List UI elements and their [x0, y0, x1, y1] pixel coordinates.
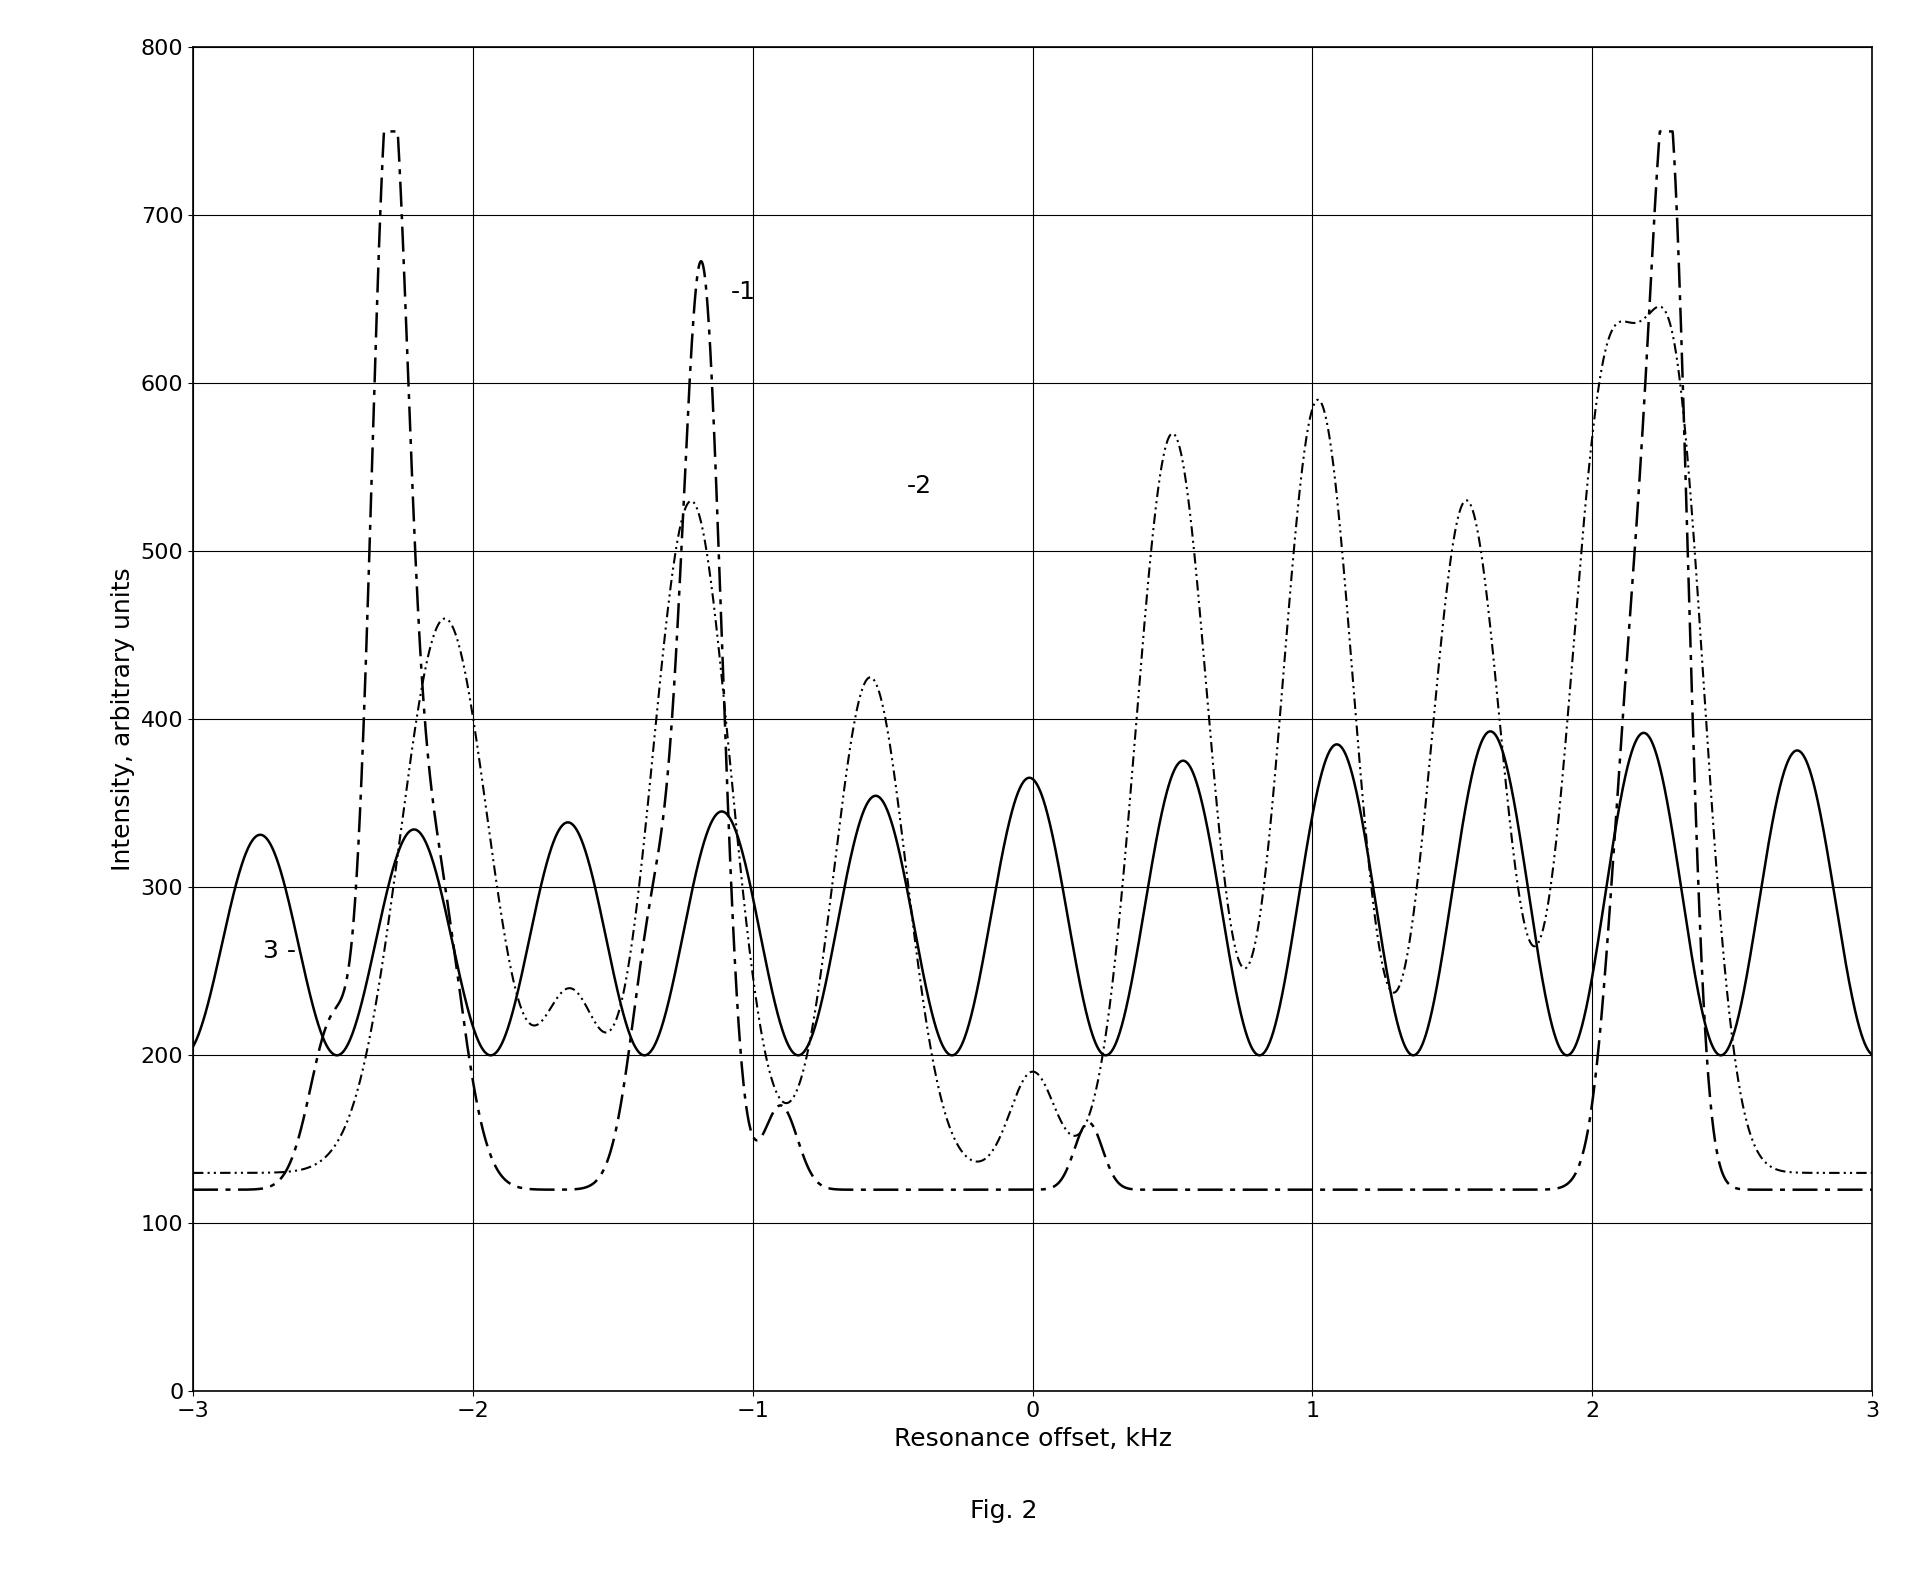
Text: -1: -1	[730, 280, 755, 305]
Text: Fig. 2: Fig. 2	[971, 1499, 1036, 1523]
Y-axis label: Intensity, arbitrary units: Intensity, arbitrary units	[110, 568, 135, 871]
Text: -2: -2	[907, 474, 932, 498]
X-axis label: Resonance offset, kHz: Resonance offset, kHz	[894, 1426, 1172, 1450]
Text: 3 -: 3 -	[262, 939, 295, 963]
